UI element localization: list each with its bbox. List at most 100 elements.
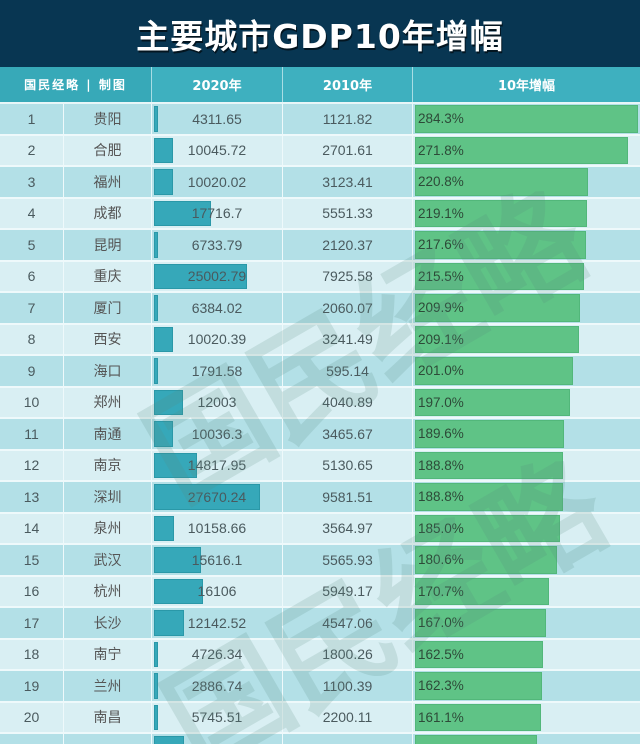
gdp2020-bar <box>154 515 174 541</box>
rank-cell: 2 <box>0 135 64 165</box>
gdp2020-bar <box>154 452 197 478</box>
table-row: 19 兰州 2886.74 1100.39 162.3% <box>0 671 640 703</box>
gdp2010-value: 3564.97 <box>322 520 373 537</box>
rank-cell: 3 <box>0 167 64 197</box>
table-row: 8 西安 10020.39 3241.49 209.1% <box>0 324 640 356</box>
city-name: 南通 <box>93 426 122 443</box>
growth-value: 161.1% <box>418 709 464 725</box>
growth-bar <box>415 672 543 700</box>
gdp2010-cell: 3123.41 <box>283 167 413 197</box>
gdp2020-cell: 10045.72 <box>152 135 283 165</box>
rank-cell: 16 <box>0 576 64 606</box>
gdp2020-bar <box>154 484 260 510</box>
gdp2020-value: 10158.66 <box>187 520 247 537</box>
city-cell: 南昌 <box>64 702 152 732</box>
rank-value: 17 <box>23 614 40 631</box>
gdp2020-cell <box>152 734 283 744</box>
gdp2010-cell: 1800.26 <box>283 639 413 669</box>
growth-bar <box>415 357 573 385</box>
gdp2020-value: 10036.3 <box>191 425 243 442</box>
growth-bar <box>415 703 542 731</box>
growth-cell: 197.0% <box>413 388 640 418</box>
gdp2010-cell: 3465.67 <box>283 419 413 449</box>
gdp2010-value: 3241.49 <box>322 331 373 348</box>
gdp2010-value: 2701.61 <box>322 142 373 159</box>
city-name: 厦门 <box>93 300 122 317</box>
city-name: 南京 <box>93 458 122 475</box>
city-cell: 福州 <box>64 167 152 197</box>
table-row: 14 泉州 10158.66 3564.97 185.0% <box>0 513 640 545</box>
growth-cell: 284.3% <box>413 104 640 134</box>
gdp2010-cell: 2200.11 <box>283 702 413 732</box>
column-header-2010: 2010年 <box>283 67 413 102</box>
rank-cell: 17 <box>0 608 64 638</box>
growth-bar <box>415 231 586 259</box>
gdp2010-cell: 5949.17 <box>283 576 413 606</box>
rank-cell: 8 <box>0 324 64 354</box>
gdp2020-bar <box>154 389 183 415</box>
rank-value: 3 <box>27 173 36 190</box>
table-header: 国民经略 | 制图 2020年 2010年 10年增幅 <box>0 67 640 104</box>
gdp2020-cell: 1791.58 <box>152 356 283 386</box>
gdp2020-cell: 4311.65 <box>152 104 283 134</box>
growth-cell: 220.8% <box>413 167 640 197</box>
city-cell: 重庆 <box>64 261 152 291</box>
gdp2020-value: 1791.58 <box>191 362 243 379</box>
growth-bar <box>415 105 638 133</box>
gdp2020-value: 12142.52 <box>187 614 247 631</box>
table-row: 11 南通 10036.3 3465.67 189.6% <box>0 419 640 451</box>
growth-cell: 271.8% <box>413 136 640 166</box>
table-row: 4 成都 17716.7 5551.33 219.1% <box>0 198 640 230</box>
growth-cell: 209.1% <box>413 325 640 355</box>
rank-value: 9 <box>27 362 36 379</box>
gdp2020-bar <box>154 106 158 132</box>
gdp2010-cell: 2701.61 <box>283 135 413 165</box>
rank-cell: 11 <box>0 419 64 449</box>
gdp2020-cell: 2886.74 <box>152 671 283 701</box>
city-name: 合肥 <box>93 143 122 160</box>
table-row-partial <box>0 734 640 744</box>
gdp2020-value: 5745.51 <box>191 709 243 726</box>
city-name: 郑州 <box>93 395 122 412</box>
city-name: 南宁 <box>93 647 122 664</box>
growth-value: 209.9% <box>418 300 464 316</box>
gdp2020-cell: 17716.7 <box>152 198 283 228</box>
gdp2020-cell: 14817.95 <box>152 450 283 480</box>
credit-label: 国民经略 | 制图 <box>0 67 152 102</box>
growth-cell: 180.6% <box>413 545 640 575</box>
gdp2020-cell: 12003 <box>152 387 283 417</box>
column-header-growth: 10年增幅 <box>497 79 556 94</box>
growth-value: 170.7% <box>418 583 464 599</box>
rank-value: 12 <box>23 457 40 474</box>
rank-value: 7 <box>27 299 36 316</box>
table-row: 18 南宁 4726.34 1800.26 162.5% <box>0 639 640 671</box>
gdp2010-value: 5949.17 <box>322 583 373 600</box>
city-cell: 西安 <box>64 324 152 354</box>
gdp2020-value: 12003 <box>197 394 237 411</box>
rank-value: 2 <box>27 142 36 159</box>
gdp2020-value: 10020.02 <box>187 173 247 190</box>
gdp2020-bar <box>154 358 158 384</box>
city-cell: 昆明 <box>64 230 152 260</box>
gdp2010-value: 5130.65 <box>322 457 373 474</box>
table-row: 3 福州 10020.02 3123.41 220.8% <box>0 167 640 199</box>
gdp2010-cell: 1100.39 <box>283 671 413 701</box>
city-cell: 泉州 <box>64 513 152 543</box>
growth-cell: 219.1% <box>413 199 640 229</box>
rank-cell: 18 <box>0 639 64 669</box>
table-row: 7 厦门 6384.02 2060.07 209.9% <box>0 293 640 325</box>
growth-bar <box>415 514 561 542</box>
city-name: 兰州 <box>93 678 122 695</box>
gdp2020-cell: 6384.02 <box>152 293 283 323</box>
gdp2020-cell: 25002.79 <box>152 261 283 291</box>
growth-value: 162.3% <box>418 678 464 694</box>
table-row: 17 长沙 12142.52 4547.06 167.0% <box>0 608 640 640</box>
gdp2020-value: 4726.34 <box>191 646 243 663</box>
gdp2020-value: 2886.74 <box>191 677 243 694</box>
gdp2020-value: 6384.02 <box>191 299 243 316</box>
growth-cell: 167.0% <box>413 608 640 638</box>
gdp2020-cell: 12142.52 <box>152 608 283 638</box>
table-row: 15 武汉 15616.1 5565.93 180.6% <box>0 545 640 577</box>
rank-value: 10 <box>23 394 40 411</box>
growth-value: 217.6% <box>418 237 464 253</box>
